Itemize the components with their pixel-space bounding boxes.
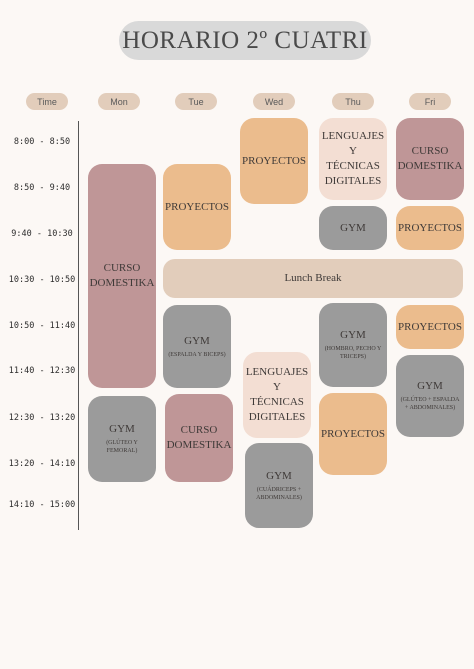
block-mon-gym: GYM (GLÚTEO Y FEMORAL) bbox=[88, 396, 156, 482]
time-slot: 12:30 - 13:20 bbox=[8, 413, 76, 423]
header-fri: Fri bbox=[409, 93, 451, 110]
time-slot: 8:50 - 9:40 bbox=[13, 183, 71, 193]
block-lunch-break: Lunch Break bbox=[163, 259, 463, 298]
block-subtitle: (ESPALDA Y BICEPS) bbox=[168, 351, 226, 358]
time-slot: 11:40 - 12:30 bbox=[8, 366, 76, 376]
block-tue-gym: GYM (ESPALDA Y BICEPS) bbox=[163, 305, 231, 388]
block-fri-gym: GYM (GLÚTEO + ESPALDA + ABDOMINALES) bbox=[396, 355, 464, 437]
block-wed-gym: GYM (CUÁDRICEPS + ABDOMINALES) bbox=[245, 443, 313, 528]
block-subtitle: (CUÁDRICEPS + ABDOMINALES) bbox=[256, 486, 302, 501]
block-wed-lenguajes: LENGUAJES Y TÉCNICAS DIGITALES bbox=[243, 352, 311, 438]
block-title: GYM bbox=[184, 335, 210, 348]
block-thu-gym-upper: GYM (HOMBRO, PECHO Y TRICEPS) bbox=[319, 303, 387, 387]
block-tue-curso: CURSO DOMESTIKA bbox=[165, 394, 233, 482]
block-subtitle: (HOMBRO, PECHO Y TRICEPS) bbox=[324, 346, 382, 361]
header-mon: Mon bbox=[98, 93, 140, 110]
time-divider bbox=[78, 121, 79, 530]
block-title: LENGUAJES Y TÉCNICAS DIGITALES bbox=[245, 366, 309, 423]
time-slot: 8:00 - 8:50 bbox=[13, 137, 71, 147]
block-mon-curso: CURSO DOMESTIKA bbox=[88, 164, 156, 388]
block-title: PROYECTOS bbox=[398, 320, 462, 333]
header-wed: Wed bbox=[253, 93, 295, 110]
block-title: LENGUAJES Y TÉCNICAS DIGITALES bbox=[321, 130, 385, 187]
block-title: GYM bbox=[340, 221, 366, 234]
time-slot: 9:40 - 10:30 bbox=[11, 229, 73, 239]
block-title: GYM bbox=[417, 380, 443, 393]
block-title: GYM bbox=[340, 329, 366, 342]
block-title: CURSO DOMESTIKA bbox=[166, 424, 232, 451]
header-time: Time bbox=[26, 93, 68, 110]
block-fri-proyectos-late: PROYECTOS bbox=[396, 305, 464, 349]
page-title: HORARIO 2º CUATRI bbox=[119, 21, 371, 60]
header-thu: Thu bbox=[332, 93, 374, 110]
block-title: GYM bbox=[266, 469, 292, 482]
block-title: PROYECTOS bbox=[242, 154, 306, 167]
block-title: CURSO DOMESTIKA bbox=[397, 145, 463, 172]
block-title: GYM bbox=[109, 423, 135, 436]
block-title: Lunch Break bbox=[284, 272, 342, 285]
block-title: CURSO DOMESTIKA bbox=[89, 262, 155, 289]
time-slot: 13:20 - 14:10 bbox=[8, 459, 76, 469]
block-fri-curso: CURSO DOMESTIKA bbox=[396, 118, 464, 200]
time-slot: 10:50 - 11:40 bbox=[8, 321, 76, 331]
block-fri-proyectos: PROYECTOS bbox=[396, 206, 464, 250]
block-title: PROYECTOS bbox=[321, 427, 385, 440]
block-title: PROYECTOS bbox=[398, 221, 462, 234]
block-thu-lenguajes: LENGUAJES Y TÉCNICAS DIGITALES bbox=[319, 118, 387, 200]
time-slot: 10:30 - 10:50 bbox=[8, 275, 76, 285]
block-title: PROYECTOS bbox=[165, 200, 229, 213]
block-wed-proyectos: PROYECTOS bbox=[240, 118, 308, 204]
time-slot: 14:10 - 15:00 bbox=[8, 500, 76, 510]
block-thu-gym: GYM bbox=[319, 206, 387, 250]
block-subtitle: (GLÚTEO + ESPALDA + ABDOMINALES) bbox=[400, 397, 460, 412]
block-subtitle: (GLÚTEO Y FEMORAL) bbox=[106, 440, 138, 455]
block-thu-proyectos: PROYECTOS bbox=[319, 393, 387, 475]
block-tue-proyectos: PROYECTOS bbox=[163, 164, 231, 250]
header-tue: Tue bbox=[175, 93, 217, 110]
